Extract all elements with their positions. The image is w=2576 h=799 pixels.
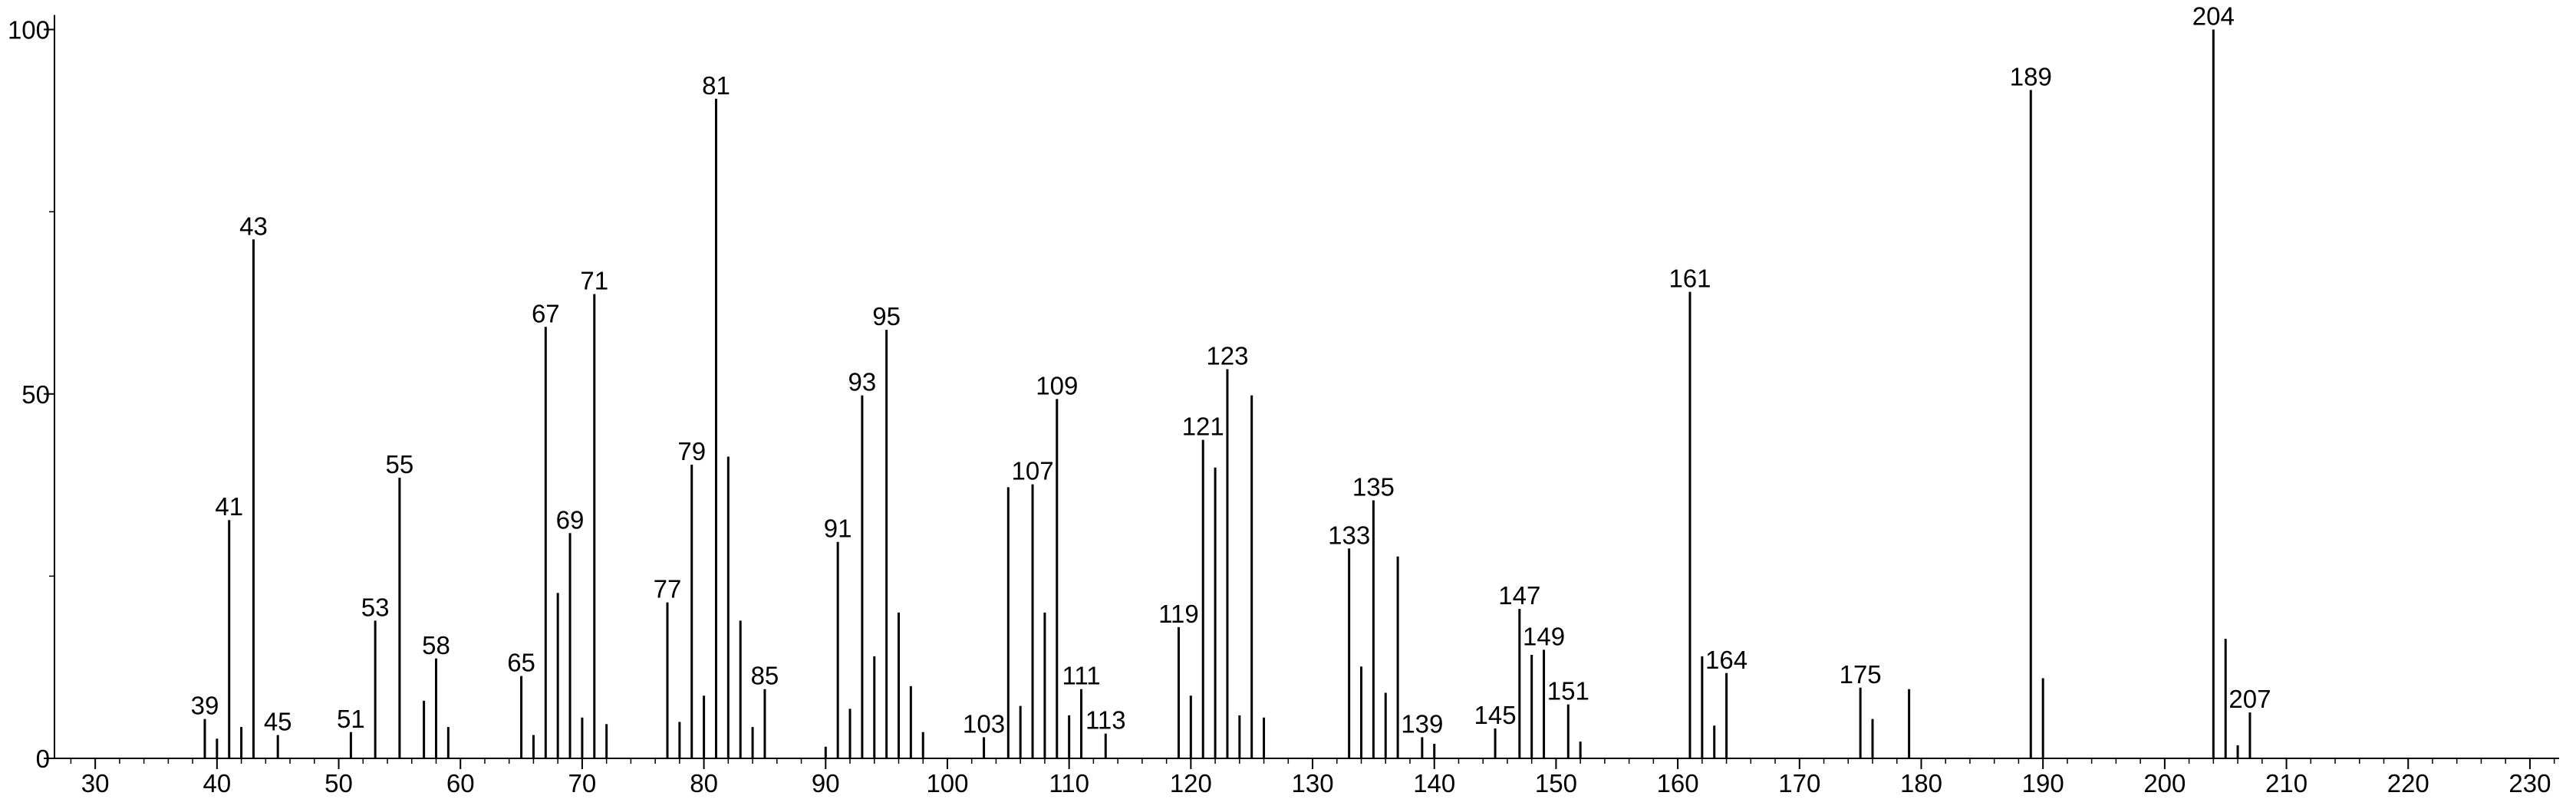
peak-label: 71 xyxy=(580,267,608,295)
peak-label: 109 xyxy=(1036,371,1078,400)
peak-label: 139 xyxy=(1401,709,1443,738)
peak-label: 91 xyxy=(824,515,852,543)
peak-label: 85 xyxy=(751,662,779,690)
peak-label: 95 xyxy=(872,302,901,330)
peak-label: 147 xyxy=(1498,581,1540,610)
peak-label: 55 xyxy=(386,450,414,478)
peak-label: 113 xyxy=(1085,706,1126,735)
peak-label: 111 xyxy=(1062,662,1100,690)
peak-label: 58 xyxy=(422,631,450,659)
peak-label: 145 xyxy=(1474,701,1517,729)
peak-label: 119 xyxy=(1158,600,1199,628)
y-tick-label: 0 xyxy=(36,745,50,773)
peak-label: 41 xyxy=(215,492,243,521)
peak-label: 121 xyxy=(1182,413,1224,441)
x-tick-label: 190 xyxy=(2022,769,2064,797)
peak-label: 39 xyxy=(191,692,219,720)
x-tick-label: 70 xyxy=(568,769,597,797)
peak-label: 161 xyxy=(1668,265,1711,293)
x-tick-label: 50 xyxy=(324,769,353,797)
peak-label: 67 xyxy=(532,299,560,327)
x-tick-label: 230 xyxy=(2508,769,2551,797)
peak-label: 164 xyxy=(1705,646,1748,674)
peak-label: 51 xyxy=(337,705,365,733)
x-tick-label: 80 xyxy=(690,769,718,797)
peak-label: 93 xyxy=(848,368,877,396)
x-tick-label: 170 xyxy=(1778,769,1820,797)
peak-label: 45 xyxy=(264,708,292,736)
peak-label: 69 xyxy=(556,505,585,534)
peak-label: 135 xyxy=(1352,473,1395,501)
x-tick-label: 110 xyxy=(1049,769,1089,797)
peak-label: 77 xyxy=(654,575,682,603)
x-tick-label: 180 xyxy=(1900,769,1942,797)
peak-label: 189 xyxy=(2010,62,2052,90)
x-tick-label: 90 xyxy=(812,769,840,797)
peak-label: 149 xyxy=(1523,622,1565,650)
x-tick-label: 60 xyxy=(446,769,475,797)
x-tick-label: 150 xyxy=(1535,769,1577,797)
peak-label: 133 xyxy=(1328,521,1370,549)
peak-label: 53 xyxy=(361,593,390,621)
y-tick-label: 50 xyxy=(21,380,50,409)
peak-label: 79 xyxy=(677,437,706,465)
x-tick-label: 220 xyxy=(2387,769,2429,797)
x-tick-label: 120 xyxy=(1170,769,1212,797)
peak-label: 107 xyxy=(1012,457,1054,485)
x-tick-label: 130 xyxy=(1292,769,1334,797)
peak-label: 81 xyxy=(702,71,730,100)
x-tick-label: 140 xyxy=(1413,769,1455,797)
peak-label: 65 xyxy=(507,649,535,677)
peak-label: 151 xyxy=(1547,677,1589,705)
peak-label: 103 xyxy=(963,709,1005,738)
x-tick-label: 200 xyxy=(2143,769,2186,797)
peak-label: 123 xyxy=(1206,341,1248,370)
x-tick-label: 100 xyxy=(926,769,968,797)
y-tick-label: 100 xyxy=(8,16,50,44)
peak-label: 43 xyxy=(239,212,268,240)
peak-label: 204 xyxy=(2192,2,2235,31)
x-tick-label: 40 xyxy=(203,769,231,797)
peak-label: 175 xyxy=(1840,660,1882,689)
x-tick-label: 210 xyxy=(2265,769,2308,797)
peak-label: 207 xyxy=(2228,685,2271,713)
x-tick-label: 160 xyxy=(1657,769,1699,797)
x-tick-label: 30 xyxy=(81,769,110,797)
